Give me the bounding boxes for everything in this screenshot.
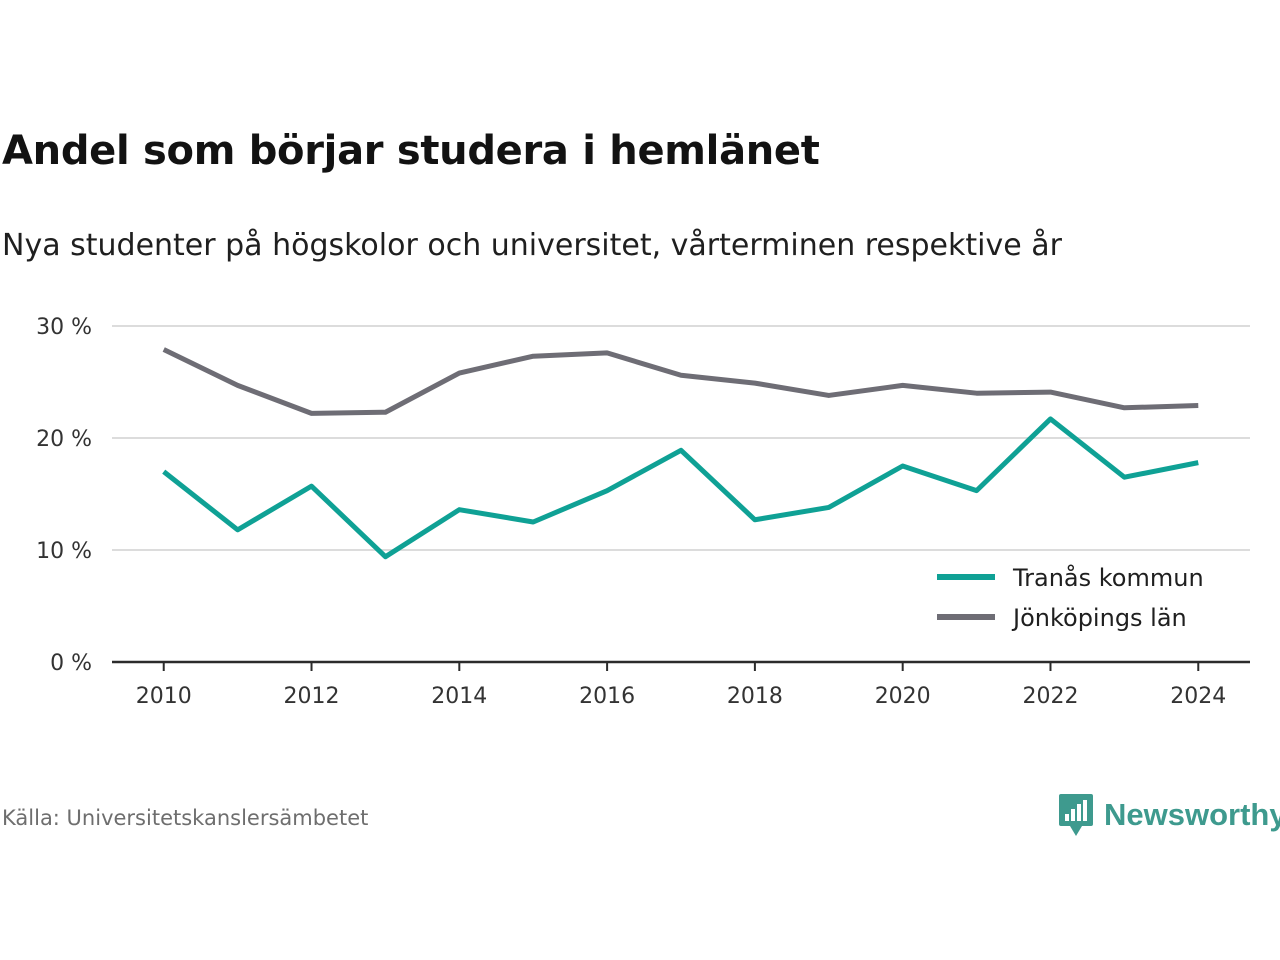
legend-label: Tranås kommun <box>1012 563 1204 592</box>
legend: Tranås kommun Jönköpings län <box>937 563 1204 632</box>
x-tick-label: 2012 <box>284 684 340 709</box>
x-tick-label: 2022 <box>1022 684 1078 709</box>
x-tick-label: 2016 <box>579 684 635 709</box>
chart-subtitle: Nya studenter på högskolor och universit… <box>2 228 1062 263</box>
line-chart: 0 % 10 % 20 % 30 % 2010 2012 2014 2016 2018 2020… <box>36 315 1250 709</box>
series-lines <box>162 347 1199 560</box>
gridlines <box>112 325 1250 551</box>
x-tick-label: 2018 <box>727 684 783 709</box>
brand-name: Newsworthy <box>1104 797 1280 832</box>
chart-title: Andel som börjar studera i hemlänet <box>2 128 820 174</box>
y-tick-label: 0 % <box>50 651 92 676</box>
y-tick-label: 10 % <box>36 539 92 564</box>
series-line <box>162 347 1199 416</box>
x-tick-label: 2014 <box>431 684 487 709</box>
x-tick-label: 2024 <box>1170 684 1226 709</box>
x-tick-label: 2020 <box>875 684 931 709</box>
series-line <box>162 416 1199 560</box>
source-note: Källa: Universitetskanslersämbetet <box>2 806 369 830</box>
newsworthy-brand: Newsworthy <box>1058 790 1280 840</box>
legend-label: Jönköpings län <box>1011 604 1187 632</box>
y-tick-label: 20 % <box>36 427 92 452</box>
x-tick-label: 2010 <box>136 684 192 709</box>
x-axis-ticks: 2010 2012 2014 2016 2018 2020 2022 2024 <box>136 662 1226 709</box>
newsworthy-bar-chart-bubble-icon <box>1059 794 1093 836</box>
y-axis-ticks: 0 % 10 % 20 % 30 % <box>36 315 92 676</box>
y-tick-label: 30 % <box>36 315 92 340</box>
